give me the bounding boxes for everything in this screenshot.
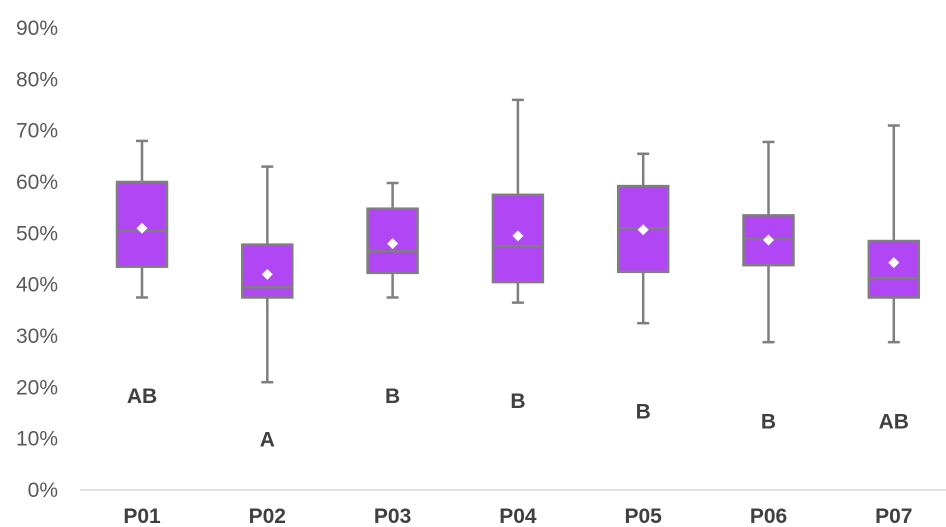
y-tick-label: 30% xyxy=(16,325,58,348)
box-P05 xyxy=(616,152,670,325)
box-P03 xyxy=(366,181,419,299)
box-P06 xyxy=(742,140,795,344)
mean-marker xyxy=(387,238,399,250)
group-letter-P07: AB xyxy=(879,411,909,434)
x-tick-label: P07 xyxy=(875,505,912,527)
y-tick-label: 10% xyxy=(16,428,58,451)
box-P04 xyxy=(491,98,545,304)
group-letter-P02: A xyxy=(260,429,275,452)
mean-marker xyxy=(512,230,524,242)
group-letter-P03: B xyxy=(385,385,400,408)
mean-marker xyxy=(637,224,649,236)
y-tick-label: 60% xyxy=(16,171,58,194)
mean-marker xyxy=(261,268,273,280)
box-iqr xyxy=(867,239,921,299)
group-letter-P04: B xyxy=(510,390,525,413)
x-tick-label: P02 xyxy=(249,505,286,527)
mean-marker xyxy=(763,234,774,246)
x-tick-label: P06 xyxy=(750,505,787,527)
box-P02 xyxy=(241,165,294,384)
y-axis-tick-labels: 0% 10% 20% 30% 40% 50% 60% 70% 80% 90% xyxy=(16,17,58,502)
y-tick-label: 0% xyxy=(28,479,58,502)
x-tick-label: P04 xyxy=(499,505,537,527)
mean-marker xyxy=(888,257,900,269)
group-letter-P06: B xyxy=(761,411,776,434)
y-tick-label: 90% xyxy=(16,17,58,40)
x-tick-label: P01 xyxy=(123,505,161,527)
x-tick-label: P05 xyxy=(625,505,663,527)
box-P07 xyxy=(867,124,921,344)
box-series xyxy=(115,98,921,384)
x-tick-label: P03 xyxy=(374,505,411,527)
box-P01 xyxy=(115,139,169,299)
box-iqr xyxy=(742,214,795,267)
y-tick-label: 70% xyxy=(16,120,58,143)
y-tick-label: 40% xyxy=(16,274,58,297)
y-tick-label: 20% xyxy=(16,376,58,399)
group-letter-P01: AB xyxy=(127,385,157,408)
y-tick-label: 50% xyxy=(16,222,58,245)
y-tick-label: 80% xyxy=(16,68,58,91)
group-letter-P05: B xyxy=(636,400,651,423)
mean-marker xyxy=(136,222,148,234)
x-axis-tick-labels: P01 P02 P03 P04 P05 P06 P07 xyxy=(123,505,912,527)
